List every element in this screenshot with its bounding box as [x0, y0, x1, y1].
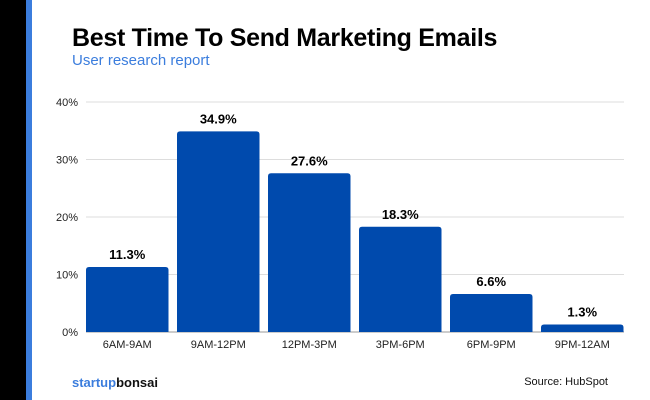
- bar: [359, 226, 442, 332]
- chart-title: Best Time To Send Marketing Emails: [72, 24, 498, 52]
- data-label: 6.6%: [476, 274, 506, 289]
- left-accent-stripe: [26, 0, 32, 400]
- logo-part-bonsai: bonsai: [116, 375, 158, 390]
- data-label: 27.6%: [291, 153, 328, 168]
- y-tick-label: 20%: [56, 212, 78, 224]
- data-label: 11.3%: [109, 247, 146, 262]
- x-tick-label: 9PM-12AM: [555, 339, 610, 351]
- y-tick-label: 30%: [56, 155, 78, 167]
- y-tick-label: 40%: [56, 97, 78, 109]
- y-tick-label: 10%: [56, 270, 78, 282]
- bar: [86, 267, 169, 332]
- data-label: 18.3%: [382, 207, 419, 222]
- bar: [268, 173, 351, 332]
- logo-part-startup: startup: [72, 375, 117, 390]
- left-black-border: [0, 0, 26, 400]
- x-tick-label: 9AM-12PM: [191, 339, 246, 351]
- x-tick-label: 6PM-9PM: [467, 339, 516, 351]
- x-tick-label: 12PM-3PM: [282, 339, 337, 351]
- source-note: Source: HubSpot: [524, 376, 608, 388]
- chart-subtitle: User research report: [72, 52, 210, 69]
- data-label: 34.9%: [200, 111, 237, 126]
- startupbonsai-logo: startupbonsai: [72, 375, 158, 390]
- x-tick-label: 3PM-6PM: [376, 339, 425, 351]
- bar: [541, 324, 624, 332]
- data-label: 1.3%: [567, 305, 597, 320]
- y-tick-label: 0%: [62, 327, 78, 339]
- bar: [177, 131, 260, 332]
- bar: [450, 294, 533, 332]
- x-tick-label: 6AM-9AM: [103, 339, 152, 351]
